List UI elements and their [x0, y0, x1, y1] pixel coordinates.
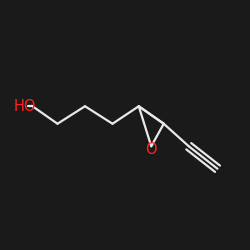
Text: HO: HO — [14, 99, 36, 114]
Text: O: O — [145, 142, 156, 158]
